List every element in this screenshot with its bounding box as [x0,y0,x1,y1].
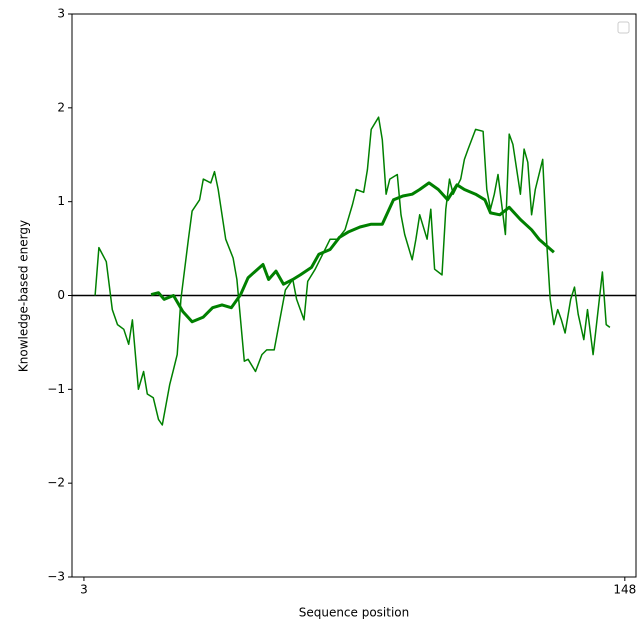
series-line [150,181,555,324]
x-tick-label: 3 [80,583,88,597]
plot-frame [71,13,637,578]
y-tick-label: −2 [47,476,65,490]
x-tick-label: 148 [613,583,636,597]
y-tick-label: −3 [47,570,65,584]
x-axis-label: Sequence position [299,606,410,620]
y-tick-label: 3 [57,7,65,21]
y-tick-label: 2 [57,100,65,114]
y-axis-label: Knowledge-based energy [17,220,31,372]
y-tick-label: 1 [57,194,65,208]
y-tick-label: 0 [57,288,65,302]
legend [617,21,630,34]
series-line [94,116,611,426]
y-tick-label: −1 [47,382,65,396]
